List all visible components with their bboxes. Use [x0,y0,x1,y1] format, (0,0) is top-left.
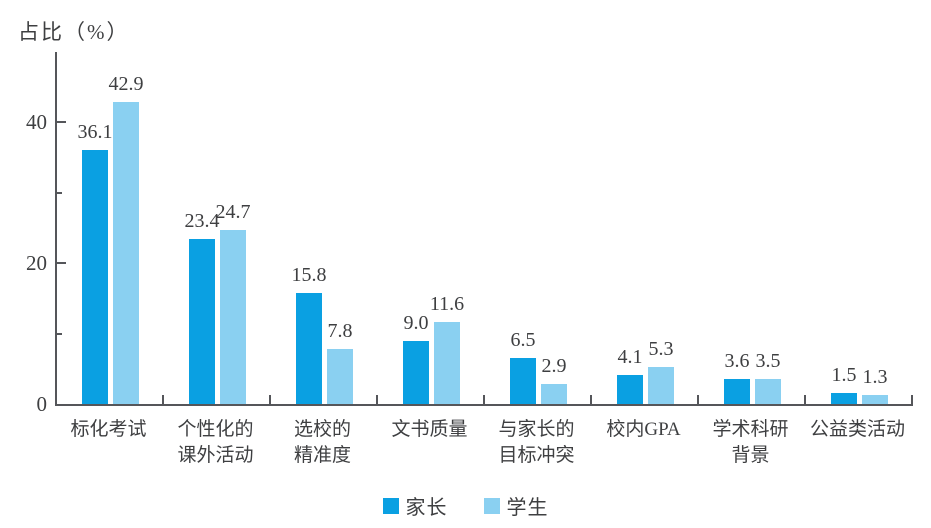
legend: 家长 学生 [0,491,931,520]
y-axis-title: 占比（%） [18,20,130,44]
legend-item-students: 学生 [483,491,549,520]
bar-value-label: 23.4 [184,210,220,233]
bar-students-5 [648,366,674,404]
x-axis-label: 文书质量 [391,419,468,440]
legend-item-parents: 家长 [382,491,448,520]
x-axis-label: 公益类活动 [809,419,905,440]
x-axis-label: 个性化的 课外活动 [177,419,254,466]
bar-parents-2 [296,292,322,404]
legend-label-students: 学生 [506,497,549,519]
bar-parents-6 [724,378,750,404]
x-axis-label: 标化考试 [70,419,147,440]
x-tick-mark [697,395,699,404]
y-tick-label: 0 [36,392,48,416]
bar-parents-1 [189,239,215,404]
x-axis-label: 学术科研 背景 [712,419,789,466]
y-tick-mark [57,332,62,335]
bar-students-2 [327,349,353,404]
bar-value-label: 6.5 [510,329,536,352]
y-tick-label: 40 [26,110,47,135]
legend-swatch-students [483,497,500,514]
y-tick-label: 20 [26,251,47,276]
bar-value-label: 3.6 [724,349,750,372]
bar-students-0 [113,101,139,404]
bar-value-label: 4.1 [617,346,643,369]
bar-value-label: 1.3 [862,365,888,388]
bar-students-6 [755,379,781,404]
bar-value-label: 3.5 [755,350,781,373]
x-axis-label: 校内GPA [606,419,681,440]
y-tick-mark [57,121,66,124]
bar-students-7 [862,394,888,404]
bar-students-4 [541,383,567,404]
x-tick-mark [376,395,378,404]
x-axis-labels: 标化考试 个性化的 课外活动 选校的 精准度 文书质量 与家长的 目标冲突 校内GPA 学术科研背… [55,417,911,469]
bar-value-label: 7.8 [327,320,353,343]
bar-parents-7 [831,393,857,404]
bar-value-label: 15.8 [291,263,327,286]
bar-parents-4 [510,358,536,404]
bar-students-3 [434,322,460,404]
bar-value-label: 1.5 [831,364,857,387]
legend-label-parents: 家长 [405,497,448,519]
x-tick-mark [590,395,592,404]
x-tick-mark [911,395,913,404]
x-tick-mark [804,395,806,404]
bar-parents-5 [617,375,643,404]
bar-value-label: 24.7 [215,201,251,224]
bar-parents-3 [403,340,429,404]
x-tick-mark [269,395,271,404]
bar-value-label: 5.3 [648,337,674,360]
y-tick-mark [57,262,66,265]
plot-area: 0 20 40 36.1 42.9 23.4 24.7 15.8 7.8 9.0 11.6 6.5 2.… [26,52,913,415]
bar-value-label: 42.9 [108,72,144,95]
x-tick-mark [483,395,485,404]
x-tick-mark [162,395,164,404]
bar-students-1 [220,230,246,404]
x-axis-label: 选校的 精准度 [293,419,351,466]
bar-value-label: 11.6 [429,293,465,316]
y-tick-mark [57,191,62,194]
x-axis-label: 与家长的 目标冲突 [498,419,575,466]
legend-swatch-parents [382,497,399,514]
bar-value-label: 36.1 [77,120,113,143]
bar-value-label: 2.9 [541,354,567,377]
bar-parents-0 [82,149,108,404]
bar-value-label: 9.0 [403,311,429,334]
